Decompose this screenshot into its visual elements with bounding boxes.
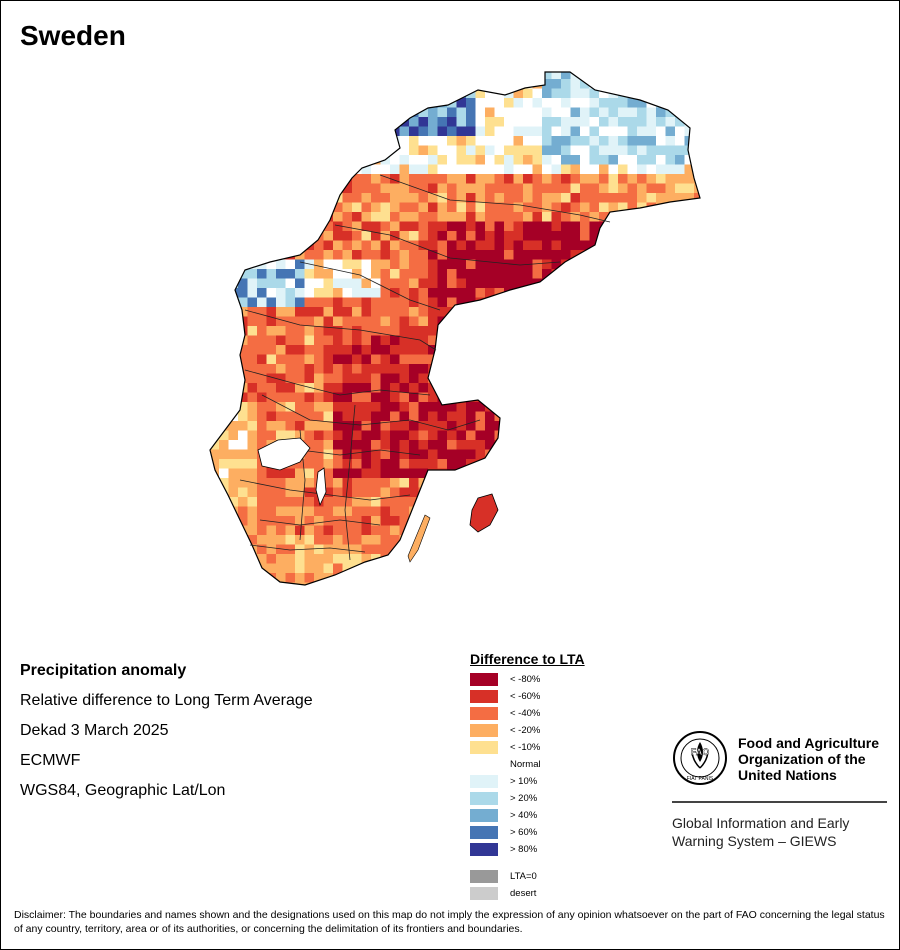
- legend-item: < -10%: [470, 739, 585, 756]
- legend-item: < -80%: [470, 671, 585, 688]
- legend-item: < -40%: [470, 705, 585, 722]
- legend-swatch: [470, 758, 498, 771]
- legend-swatch: [470, 809, 498, 822]
- legend-swatch: [470, 843, 498, 856]
- legend-item: > 80%: [470, 841, 585, 858]
- gotland-island: [407, 493, 499, 563]
- map-title: Sweden: [20, 20, 126, 51]
- info-line-1: Relative difference to Long Term Average: [20, 692, 313, 709]
- legend-label: > 80%: [510, 844, 538, 855]
- legend-swatch: [470, 870, 498, 883]
- legend-item: > 40%: [470, 807, 585, 824]
- fao-logo-motto: FIAT PANIS: [687, 776, 714, 782]
- legend-swatch: [470, 775, 498, 788]
- legend-item: LTA=0: [470, 868, 585, 885]
- info-heading: Precipitation anomaly: [20, 662, 187, 679]
- legend-swatch: [470, 741, 498, 754]
- legend-label: > 20%: [510, 793, 538, 804]
- legend-label: > 60%: [510, 827, 538, 838]
- legend-item: > 60%: [470, 824, 585, 841]
- legend-swatch: [470, 724, 498, 737]
- legend-label: < -20%: [510, 725, 541, 736]
- info-line-4: WGS84, Geographic Lat/Lon: [20, 782, 226, 799]
- legend-label: desert: [510, 888, 537, 899]
- lake-vattern: [315, 467, 327, 507]
- info-line-3: ECMWF: [20, 752, 81, 769]
- legend-swatch: [470, 792, 498, 805]
- precipitation-anomaly-map: [209, 71, 701, 586]
- legend-swatch: [470, 673, 498, 686]
- legend-item: Normal: [470, 756, 585, 773]
- legend: Difference to LTA < -80% < -60% < -40% < -2…: [470, 651, 585, 902]
- legend-swatch: [470, 690, 498, 703]
- legend-label: < -10%: [510, 742, 541, 753]
- giews-name: Global Information and Early Warning Sys…: [672, 815, 850, 849]
- fao-divider: [672, 801, 887, 803]
- anomaly-grid: [210, 72, 700, 585]
- fao-logo-icon: FAO FIAT PANIS: [673, 731, 727, 785]
- legend-label: < -80%: [510, 674, 541, 685]
- legend-swatch: [470, 707, 498, 720]
- disclaimer: Disclaimer: The boundaries and names sho…: [14, 909, 885, 935]
- info-line-2: Dekad 3 March 2025: [20, 722, 169, 739]
- fao-logo-letters: FAO: [691, 747, 710, 757]
- legend-title: Difference to LTA: [470, 651, 585, 667]
- legend-item: desert: [470, 885, 585, 902]
- legend-swatch: [470, 826, 498, 839]
- legend-label: > 40%: [510, 810, 538, 821]
- legend-label: LTA=0: [510, 871, 537, 882]
- legend-swatch: [470, 887, 498, 900]
- legend-item: < -60%: [470, 688, 585, 705]
- legend-item: > 10%: [470, 773, 585, 790]
- legend-items: < -80% < -60% < -40% < -20% < -10% Normal > 10…: [470, 671, 585, 902]
- legend-item: > 20%: [470, 790, 585, 807]
- legend-label: > 10%: [510, 776, 538, 787]
- map-info: Precipitation anomaly Relative differenc…: [20, 656, 313, 806]
- legend-item: < -20%: [470, 722, 585, 739]
- legend-label: < -40%: [510, 708, 541, 719]
- county-borders: [209, 71, 701, 586]
- lake-vanern: [257, 437, 311, 471]
- legend-label: Normal: [510, 759, 541, 770]
- fao-name: Food and Agriculture Organization of the…: [738, 735, 880, 783]
- legend-label: < -60%: [510, 691, 541, 702]
